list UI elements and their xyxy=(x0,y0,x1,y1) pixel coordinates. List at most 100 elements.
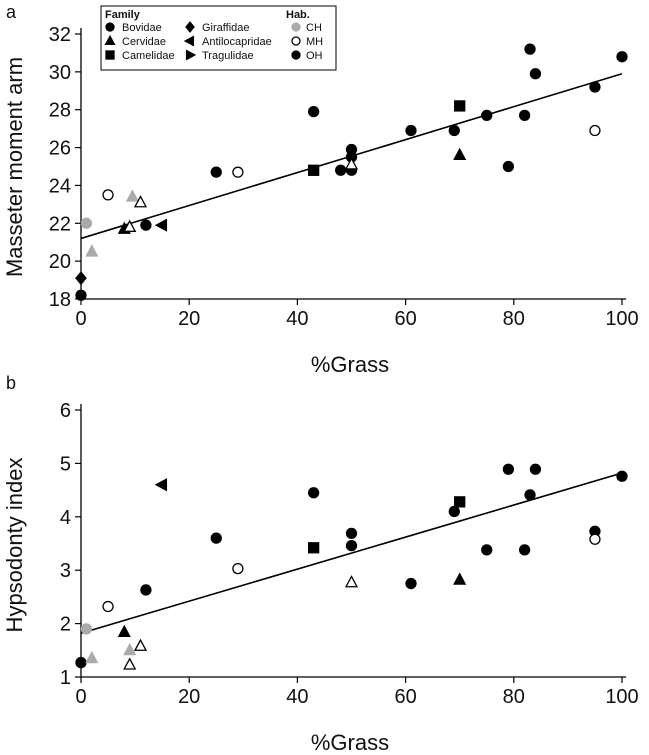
panel-b-y-axis-label: Hypsodonty index xyxy=(2,458,27,633)
panel-b-x-tick-label: 60 xyxy=(394,686,416,708)
panel-b-data-point xyxy=(307,487,320,499)
legend-mh-marker xyxy=(291,36,301,46)
panel-b-label: b xyxy=(6,373,16,393)
panel-b-y-tick-label: 1 xyxy=(60,667,71,689)
panel-b-data-point xyxy=(345,539,358,552)
panel-b-y-tick-label: 4 xyxy=(60,507,71,529)
legend-family-title: Family xyxy=(105,9,141,21)
panel-b-data-point xyxy=(344,575,359,588)
panel-a-data-point xyxy=(140,219,152,231)
panel-a-y-tick-label: 20 xyxy=(49,251,71,273)
panel-b-y-tick-label: 3 xyxy=(60,560,71,582)
panel-a-x-tick-label: 80 xyxy=(503,308,525,330)
panel-a-data-point xyxy=(344,157,359,170)
panel-a-data-point xyxy=(123,219,137,232)
panel-b-data-point xyxy=(448,505,460,518)
panel-b-data-point xyxy=(140,584,152,596)
panel-a-x-tick-label: 0 xyxy=(75,308,86,330)
panel-a-data-point xyxy=(529,68,542,80)
panel-b-y-tick-label: 2 xyxy=(60,614,71,636)
panel-a-x-tick-label: 40 xyxy=(286,308,308,330)
panel-a-data-point xyxy=(589,81,601,93)
legend-hab-title: Hab. xyxy=(286,9,310,21)
panel-a-y-tick-label: 18 xyxy=(49,289,71,311)
panel-a-x-axis-label: %Grass xyxy=(311,352,389,377)
panel-a-data-point xyxy=(125,189,139,202)
panel-b-x-tick-label: 80 xyxy=(503,686,525,708)
legend-giraffidae-marker xyxy=(185,21,195,33)
panel-b-data-point xyxy=(154,478,168,492)
panel-a-data-point xyxy=(154,218,168,232)
panel-b-data-point xyxy=(345,527,358,540)
panel-a-data-point xyxy=(335,164,347,176)
panel-b-data-point xyxy=(210,532,222,544)
panel-b-x-tick-label: 20 xyxy=(178,686,200,708)
legend-cervidae-label: Cervidae xyxy=(122,36,166,48)
legend-antilocapridae-marker xyxy=(183,35,195,47)
legend-ch-label: CH xyxy=(306,22,322,34)
panel-a-x-tick-label: 60 xyxy=(394,308,416,330)
panel-a-data-point xyxy=(307,164,320,176)
panel-a-y-tick-label: 22 xyxy=(49,213,71,235)
panel-a-y-tick-label: 24 xyxy=(49,175,71,197)
legend-ch-marker xyxy=(291,22,301,32)
panel-b-data-point xyxy=(80,623,93,635)
legend-oh-marker xyxy=(291,50,301,60)
panel-a: a Masseter moment arm %Grass 18 20 22 24 26 2… xyxy=(2,2,639,377)
panel-a-data-point xyxy=(133,195,148,208)
legend-camelidae-marker xyxy=(105,50,115,60)
panel-b-data-point xyxy=(102,600,114,613)
legend-bovidae-label: Bovidae xyxy=(122,22,162,34)
panel-b-data-point xyxy=(453,572,467,585)
panel-a-y-tick-label: 32 xyxy=(49,24,71,46)
panel-b-data-point xyxy=(454,496,466,508)
panel-b-data-point xyxy=(123,657,137,670)
panel-b-y-tick-label: 6 xyxy=(60,400,71,422)
panel-b-data-point xyxy=(75,656,87,669)
panel-b-data-point xyxy=(123,642,137,656)
panel-b-data-point xyxy=(85,650,99,664)
panel-b-data-point xyxy=(133,638,148,651)
panel-a-data-point xyxy=(345,143,358,156)
panel-a-data-point xyxy=(75,271,87,286)
panel-a-label: a xyxy=(6,2,17,22)
panel-a-data-point xyxy=(502,160,515,173)
panel-b-regression-line xyxy=(80,472,623,634)
panel-a-data-point xyxy=(405,124,417,137)
legend-bovidae-marker xyxy=(105,22,115,32)
legend-mh-label: MH xyxy=(306,36,323,48)
panel-b-data-point xyxy=(481,544,493,556)
panel-a-data-point xyxy=(454,100,466,112)
panel-a-data-point xyxy=(448,124,460,137)
legend-antilocapridae-label: Antilocapridae xyxy=(202,36,272,48)
panel-a-data-point xyxy=(481,109,493,122)
panel-a-data-point xyxy=(616,51,628,63)
legend-oh-label: OH xyxy=(306,50,323,62)
panel-b-x-tick-label: 40 xyxy=(286,686,308,708)
panel-a-x-tick-label: 100 xyxy=(605,308,638,330)
panel-b-x-tick-label: 0 xyxy=(75,686,86,708)
panel-a-data-point xyxy=(307,105,320,118)
panel-b-data-point xyxy=(232,562,244,575)
panel-b-x-axis-label: %Grass xyxy=(311,730,389,755)
panel-a-x-tick-label: 20 xyxy=(178,308,200,330)
panel-a-y-tick-label: 26 xyxy=(49,138,71,160)
legend: Family Hab. Bovidae Cervidae Camelidae Gira… xyxy=(100,5,337,71)
panel-a-y-tick-label: 28 xyxy=(49,100,71,122)
panel-b-y-tick-label: 5 xyxy=(60,453,71,475)
legend-giraffidae-label: Giraffidae xyxy=(202,22,250,34)
panel-b-data-point xyxy=(405,577,417,590)
panel-a-data-point xyxy=(453,147,467,161)
panel-a-y-axis-label: Masseter moment arm xyxy=(2,57,27,277)
panel-b-data-point xyxy=(616,470,628,482)
panel-a-data-point xyxy=(80,217,93,229)
panel-a-data-point xyxy=(210,166,222,178)
panel-a-data-point xyxy=(102,189,114,201)
panel-a-data-point xyxy=(232,166,244,178)
panel-b-data-point xyxy=(589,533,601,545)
legend-cervidae-marker xyxy=(104,34,116,46)
panel-b-data-point xyxy=(117,624,131,638)
legend-tragulidae-marker xyxy=(185,49,197,61)
